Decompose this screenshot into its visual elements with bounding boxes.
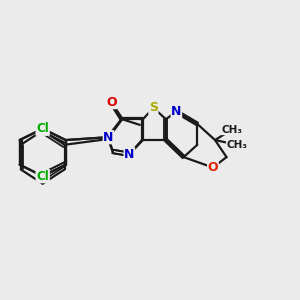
Text: N: N: [103, 131, 114, 144]
Text: Cl: Cl: [36, 169, 49, 183]
Text: CH₃: CH₃: [226, 140, 248, 150]
Text: O: O: [106, 96, 117, 109]
Text: CH₃: CH₃: [221, 124, 242, 135]
Text: N: N: [171, 105, 182, 118]
Text: O: O: [208, 161, 218, 174]
Text: Cl: Cl: [36, 122, 49, 135]
Text: Cl: Cl: [36, 122, 49, 135]
Text: Cl: Cl: [36, 169, 49, 183]
Text: N: N: [124, 148, 135, 161]
Text: S: S: [149, 101, 158, 114]
